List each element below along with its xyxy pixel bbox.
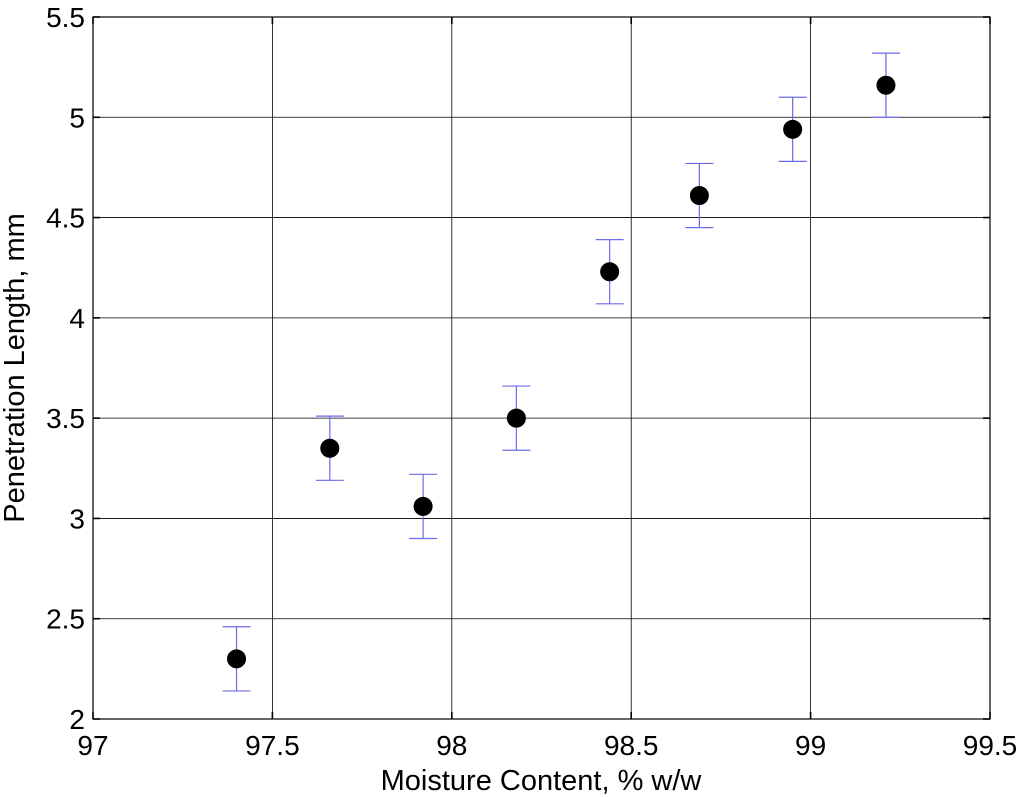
y-tick-labels: 2 2.5 3 3.5 4 4.5 5 5.5 bbox=[46, 2, 85, 735]
y-axis-label: Penetration Length, mm bbox=[0, 213, 31, 523]
data-point bbox=[227, 649, 247, 669]
x-tick-label: 97.5 bbox=[245, 730, 300, 761]
axis-ticks bbox=[92, 16, 991, 720]
y-tick-label: 2 bbox=[69, 704, 85, 735]
data-point bbox=[783, 119, 803, 139]
data-point bbox=[876, 75, 896, 95]
y-tick-label: 4 bbox=[69, 303, 85, 334]
y-tick-label: 3.5 bbox=[46, 403, 85, 434]
x-tick-label: 99.5 bbox=[963, 730, 1018, 761]
y-tick-label: 5 bbox=[69, 102, 85, 133]
data-point bbox=[320, 438, 340, 458]
grid bbox=[93, 17, 990, 719]
y-tick-label: 5.5 bbox=[46, 2, 85, 33]
plot-frame bbox=[92, 16, 991, 720]
data-point bbox=[689, 186, 709, 206]
y-tick-label: 2.5 bbox=[46, 604, 85, 635]
data-point bbox=[506, 408, 526, 428]
x-tick-label: 98 bbox=[436, 730, 467, 761]
data-point bbox=[600, 262, 620, 282]
y-tick-label: 4.5 bbox=[46, 203, 85, 234]
x-axis-label: Moisture Content, % w/w bbox=[381, 765, 703, 797]
data-point bbox=[413, 496, 433, 516]
x-tick-label: 98.5 bbox=[604, 730, 659, 761]
error-bars bbox=[222, 52, 900, 692]
y-tick-label: 3 bbox=[69, 503, 85, 534]
x-tick-labels: 97 97.5 98 98.5 99 99.5 bbox=[77, 730, 1017, 761]
x-tick-label: 97 bbox=[77, 730, 108, 761]
x-tick-label: 99 bbox=[795, 730, 826, 761]
data-points bbox=[227, 75, 896, 669]
